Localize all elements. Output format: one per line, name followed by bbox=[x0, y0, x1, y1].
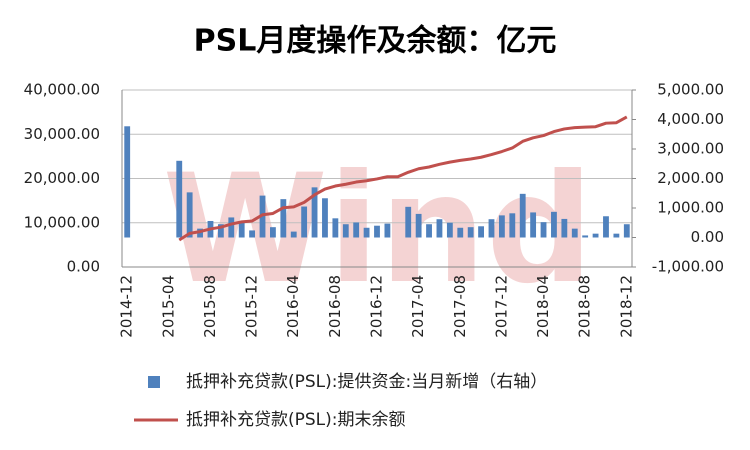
bar bbox=[623, 224, 630, 238]
bar bbox=[582, 235, 589, 238]
x-tick-label: 2017-08 bbox=[451, 275, 469, 338]
bar bbox=[530, 212, 537, 238]
bar bbox=[322, 198, 328, 238]
x-tick-label: 2018-12 bbox=[617, 275, 635, 338]
x-tick-label: 2014-12 bbox=[118, 275, 136, 338]
y-tick-label: 0.00 bbox=[67, 258, 100, 276]
bar bbox=[301, 206, 308, 238]
y2-tick-label: 4,000.00 bbox=[657, 110, 724, 128]
bar bbox=[488, 219, 495, 238]
bar bbox=[540, 222, 547, 238]
bar bbox=[519, 193, 526, 238]
y-tick-label: 30,000.00 bbox=[24, 125, 100, 143]
bar bbox=[124, 126, 131, 238]
bar bbox=[270, 227, 276, 238]
bar bbox=[603, 216, 609, 238]
bar bbox=[290, 231, 297, 238]
x-tick-label: 2017-04 bbox=[409, 275, 427, 338]
x-tick-label: 2015-08 bbox=[201, 275, 219, 338]
legend-swatch bbox=[148, 376, 160, 388]
bar bbox=[509, 213, 516, 238]
x-tick-label: 2016-04 bbox=[284, 275, 302, 338]
bar bbox=[498, 215, 505, 238]
y2-tick-label: 0.00 bbox=[691, 228, 724, 246]
chart-title: PSL月度操作及余额：亿元 bbox=[194, 24, 557, 59]
bar bbox=[249, 230, 256, 238]
bar bbox=[592, 233, 599, 238]
bar bbox=[561, 218, 568, 238]
bar bbox=[426, 224, 432, 238]
bar bbox=[363, 227, 370, 238]
bar bbox=[238, 221, 245, 238]
bar bbox=[342, 224, 349, 238]
bar bbox=[217, 224, 224, 238]
bar bbox=[457, 227, 464, 238]
y2-tick-label: 3,000.00 bbox=[657, 140, 724, 158]
y2-tick-label: 5,000.00 bbox=[657, 81, 724, 99]
bar bbox=[478, 226, 484, 238]
bar bbox=[353, 222, 360, 238]
bar bbox=[467, 227, 474, 238]
bar bbox=[446, 222, 453, 238]
y2-tick-label: 1,000.00 bbox=[657, 199, 724, 217]
bar bbox=[436, 219, 443, 238]
bar bbox=[571, 228, 578, 238]
x-tick-label: 2017-12 bbox=[492, 275, 510, 338]
x-tick-label: 2016-08 bbox=[326, 275, 344, 338]
x-tick-label: 2018-08 bbox=[576, 275, 594, 338]
bar bbox=[186, 192, 193, 238]
bar bbox=[228, 217, 235, 238]
bar bbox=[374, 225, 380, 238]
legend-label: 抵押补充贷款(PSL):期末余额 bbox=[186, 410, 406, 430]
bar bbox=[613, 233, 620, 238]
bar bbox=[332, 218, 339, 238]
y2-tick-label: 2,000.00 bbox=[657, 169, 724, 187]
bar bbox=[311, 187, 318, 238]
bar bbox=[551, 211, 557, 238]
line bbox=[178, 115, 628, 242]
x-tick-label: 2015-12 bbox=[243, 275, 261, 338]
bar bbox=[384, 223, 391, 238]
legend-label: 抵押补充贷款(PSL):提供资金:当月新增（右轴） bbox=[186, 372, 547, 392]
x-tick-label: 2015-04 bbox=[159, 275, 177, 338]
bar bbox=[259, 195, 266, 238]
bar bbox=[280, 199, 287, 238]
y2-tick-label: -1,000.00 bbox=[652, 258, 724, 276]
x-tick-label: 2018-04 bbox=[534, 275, 552, 338]
bar bbox=[415, 213, 422, 238]
y-tick-label: 20,000.00 bbox=[24, 169, 100, 187]
y-tick-label: 10,000.00 bbox=[24, 213, 100, 231]
x-tick-label: 2016-12 bbox=[368, 275, 386, 338]
bar bbox=[405, 206, 412, 238]
y-tick-label: 40,000.00 bbox=[24, 81, 100, 99]
bar bbox=[176, 160, 183, 238]
